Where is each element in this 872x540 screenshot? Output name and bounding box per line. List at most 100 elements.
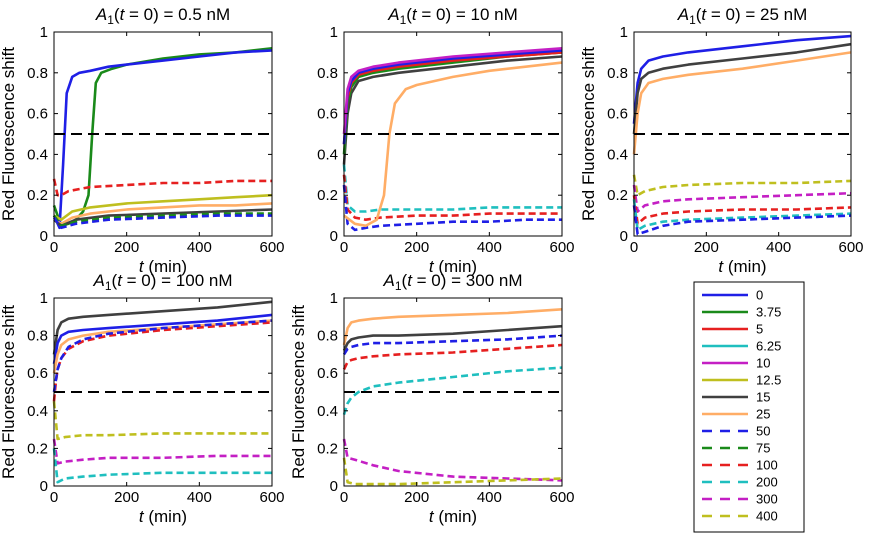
y-tick-label: 0.8 (27, 65, 48, 82)
y-tick-label: 0.2 (27, 187, 48, 204)
axes-frame (53, 31, 273, 237)
legend-label: 75 (756, 441, 770, 456)
series-line-400 (632, 174, 852, 197)
axes-frame (53, 297, 273, 487)
series-line-200 (342, 366, 563, 415)
x-tick-label: 0 (50, 239, 58, 256)
legend-label: 50 (756, 424, 770, 439)
series-line-0 (342, 49, 563, 145)
series-line-15 (342, 55, 563, 165)
legend-label: 5 (756, 322, 763, 337)
series-line-100 (632, 195, 852, 226)
legend-label: 0 (756, 288, 763, 303)
x-tick-label: 600 (549, 489, 574, 506)
series-line-12-5 (53, 193, 273, 221)
legend-label: 10 (756, 356, 770, 371)
x-tick-label: 400 (766, 239, 791, 256)
y-tick-label: 0.6 (27, 365, 48, 382)
legend-label: 25 (756, 407, 770, 422)
series-line-50 (342, 184, 562, 232)
y-tick-label: 0.2 (27, 440, 48, 457)
y-tick-label: 0 (330, 478, 338, 495)
x-tick-label: 600 (549, 239, 574, 256)
y-tick-label: 0.2 (317, 187, 338, 204)
y-tick-label: 0.2 (607, 187, 628, 204)
chart-panel-4: 0 200 400 600 0 0.2 0.4 0.6 0.8 1 A1(t = 0) = 100 … (0, 271, 285, 526)
legend-label: 400 (756, 509, 778, 524)
axes-frame (343, 297, 563, 487)
chart-title: A1(t = 0) = 100 nM (92, 271, 232, 293)
chart-title: A1(t = 0) = 25 nM (677, 5, 808, 27)
x-tick-label: 200 (114, 489, 139, 506)
series-line-3-75 (52, 47, 273, 228)
series-line-15 (342, 324, 563, 352)
chart-title: A1(t = 0) = 0.5 nM (95, 5, 230, 27)
series-line-200 (632, 199, 852, 232)
legend-label: 300 (756, 492, 778, 507)
y-tick-label: 1 (330, 24, 338, 41)
series-line-50 (632, 205, 852, 236)
y-tick-label: 0.6 (317, 365, 338, 382)
chart-panel-3: 0 200 400 600 0 0.2 0.4 0.6 0.8 1 A1(t = 0) = 25 n… (579, 5, 864, 276)
y-tick-label: 0.8 (317, 65, 338, 82)
legend-label: 200 (756, 475, 778, 490)
series-line-25 (342, 308, 563, 346)
legend-label: 6.25 (756, 339, 781, 354)
x-tick-label: 200 (404, 489, 429, 506)
y-tick-label: 0.6 (607, 106, 628, 123)
series-line-400 (342, 457, 563, 486)
series-line-75 (52, 212, 272, 228)
y-tick-label: 0.6 (317, 106, 338, 123)
y-axis-label: Red Fluorescence shift (579, 47, 598, 221)
y-tick-label: 0.6 (27, 106, 48, 123)
y-axis-label: Red Fluorescence shift (0, 305, 18, 479)
x-tick-label: 0 (340, 239, 348, 256)
legend-label: 15 (756, 390, 770, 405)
legend-label: 12.5 (756, 373, 781, 388)
series-line-200 (52, 448, 272, 484)
y-tick-label: 1 (40, 24, 48, 41)
y-tick-label: 0.8 (27, 328, 48, 345)
y-tick-label: 0.4 (317, 403, 338, 420)
series-line-25 (343, 61, 563, 228)
x-axis-label: t (min) (429, 257, 477, 276)
y-tick-label: 1 (330, 290, 338, 307)
legend-label: 3.75 (756, 305, 781, 320)
legend-label: 100 (756, 458, 778, 473)
series-line-300 (52, 438, 272, 465)
x-tick-label: 400 (187, 489, 212, 506)
series-line-50 (342, 334, 563, 356)
x-tick-label: 600 (259, 489, 284, 506)
x-tick-label: 600 (838, 239, 863, 256)
x-axis-label: t (min) (139, 507, 187, 526)
y-tick-label: 0.8 (607, 65, 628, 82)
y-tick-label: 1 (620, 24, 628, 41)
series-line-0 (52, 49, 273, 230)
y-tick-label: 0.8 (317, 328, 338, 345)
x-tick-label: 400 (477, 239, 502, 256)
series-line-10 (342, 47, 563, 135)
x-tick-label: 200 (694, 239, 719, 256)
series-line-0 (632, 34, 852, 124)
x-tick-label: 600 (259, 239, 284, 256)
y-tick-label: 0 (620, 228, 628, 245)
x-tick-label: 200 (114, 239, 139, 256)
series-line-300 (632, 184, 852, 213)
chart-title: A1(t = 0) = 300 nM (382, 271, 522, 293)
series-line-15 (52, 300, 273, 355)
y-axis-label: Red Fluorescence shift (0, 47, 18, 221)
y-tick-label: 1 (40, 290, 48, 307)
legend: 0 3.75 5 6.25 10 12.5 15 25 50 75 100 200 300 400 (693, 281, 805, 533)
x-tick-label: 0 (340, 489, 348, 506)
axes-frame (343, 31, 563, 237)
y-tick-label: 0 (330, 228, 338, 245)
x-tick-label: 400 (477, 489, 502, 506)
y-tick-label: 0.4 (27, 403, 48, 420)
x-tick-label: 0 (50, 489, 58, 506)
x-axis-label: t (min) (139, 257, 187, 276)
series-line-5 (52, 178, 272, 197)
legend-frame (693, 281, 805, 533)
y-axis-label: Red Fluorescence shift (289, 305, 308, 479)
series-line-100 (342, 174, 562, 221)
